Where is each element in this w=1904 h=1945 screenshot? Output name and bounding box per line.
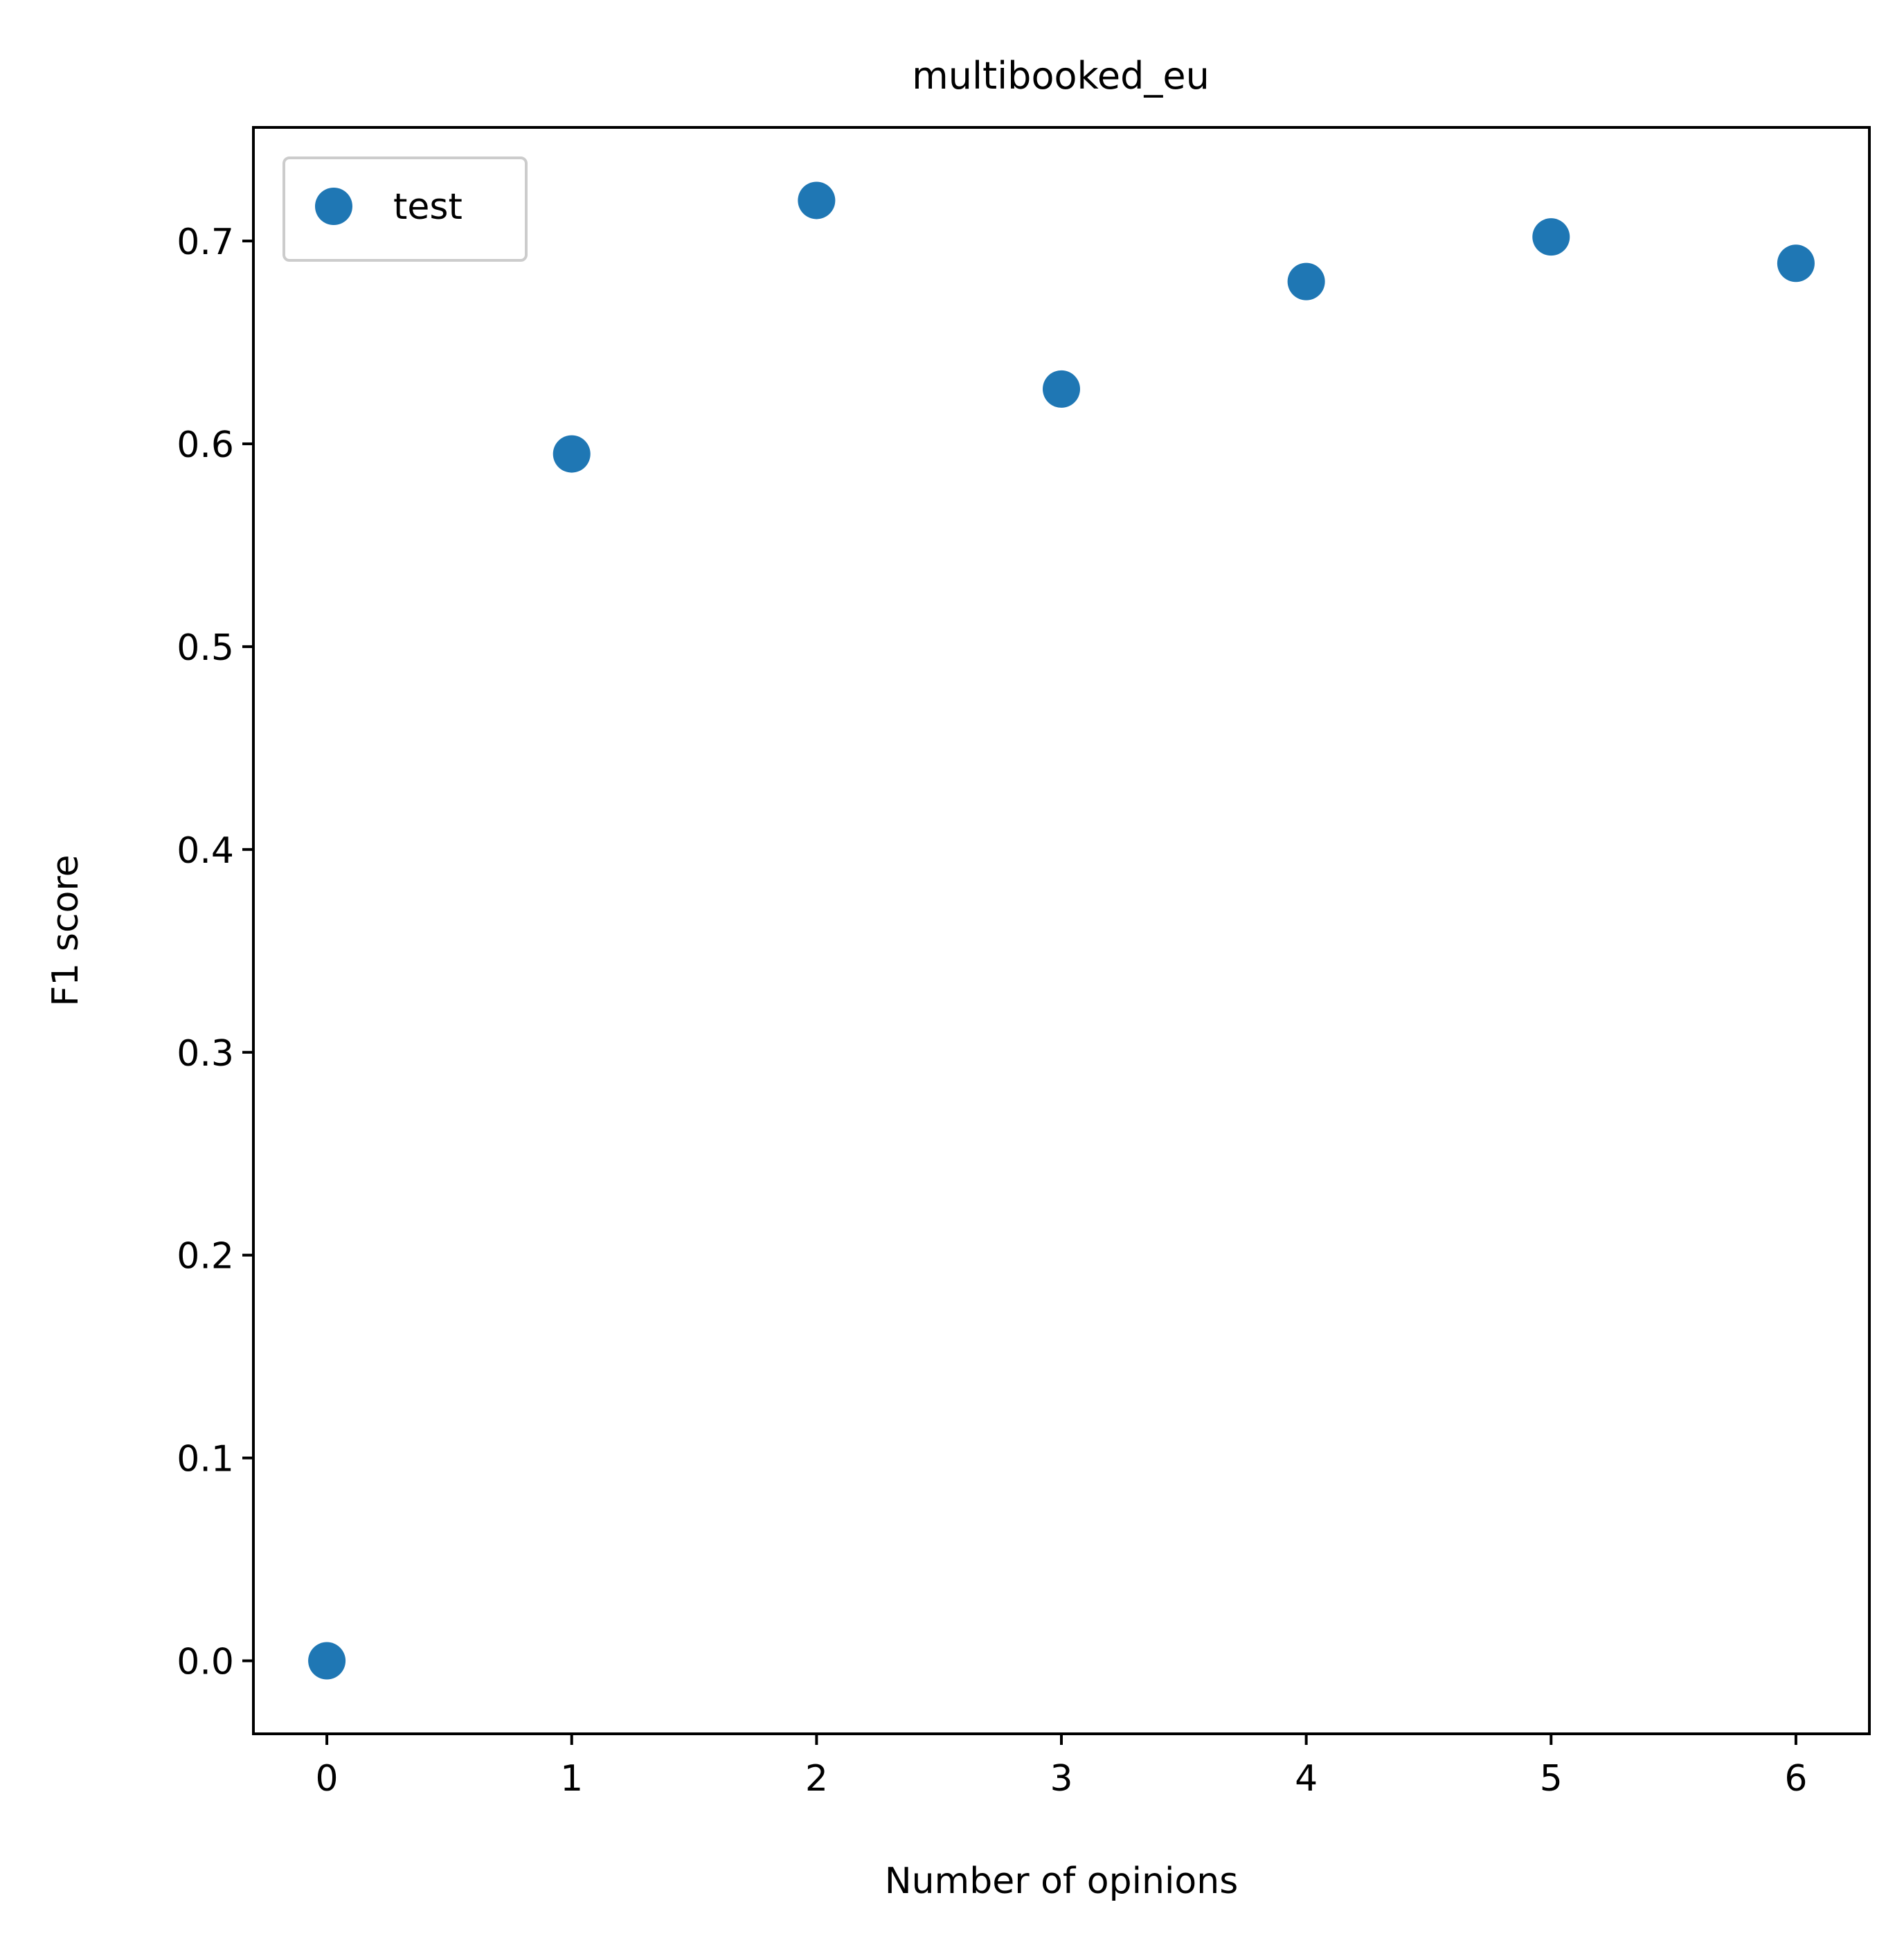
data-point: [1532, 218, 1570, 256]
x-tick-label: 1: [560, 1758, 583, 1800]
y-tick-label: 0.3: [177, 1033, 234, 1075]
y-tick-label: 0.6: [177, 424, 234, 466]
x-tick-labels: 0 1 2 3 4 5 6: [316, 1758, 1808, 1800]
legend-label-test: test: [393, 186, 462, 228]
x-tick-label: 6: [1784, 1758, 1807, 1800]
data-point: [553, 435, 591, 473]
x-tick-label: 3: [1050, 1758, 1072, 1800]
x-tick-label: 0: [316, 1758, 339, 1800]
x-tick-label: 2: [805, 1758, 828, 1800]
y-tick-label: 0.5: [177, 627, 234, 669]
y-tick-labels: 0.0 0.1 0.2 0.3 0.4 0.5 0.6 0.7: [177, 222, 234, 1683]
data-point: [1043, 370, 1080, 408]
axis-ticks: [242, 240, 1797, 1745]
data-point: [798, 181, 836, 219]
data-point: [1777, 244, 1815, 283]
y-tick-label: 0.4: [177, 830, 234, 872]
legend-frame: [282, 156, 528, 262]
y-tick-label: 0.7: [177, 222, 234, 263]
y-tick-label: 0.0: [177, 1642, 234, 1683]
data-point: [1287, 262, 1325, 301]
legend: test: [282, 156, 528, 262]
y-axis-label: F1 score: [45, 854, 87, 1006]
plot-frame: [252, 126, 1871, 1735]
chart-title: multibooked_eu: [912, 54, 1210, 98]
x-tick-label: 5: [1540, 1758, 1563, 1800]
y-tick-label: 0.1: [177, 1439, 234, 1480]
legend-marker: [315, 188, 352, 225]
data-points: [308, 181, 1815, 1680]
data-point: [308, 1642, 346, 1680]
x-tick-label: 4: [1295, 1758, 1318, 1800]
y-tick-label: 0.2: [177, 1236, 234, 1278]
x-axis-label: Number of opinions: [885, 1861, 1239, 1902]
